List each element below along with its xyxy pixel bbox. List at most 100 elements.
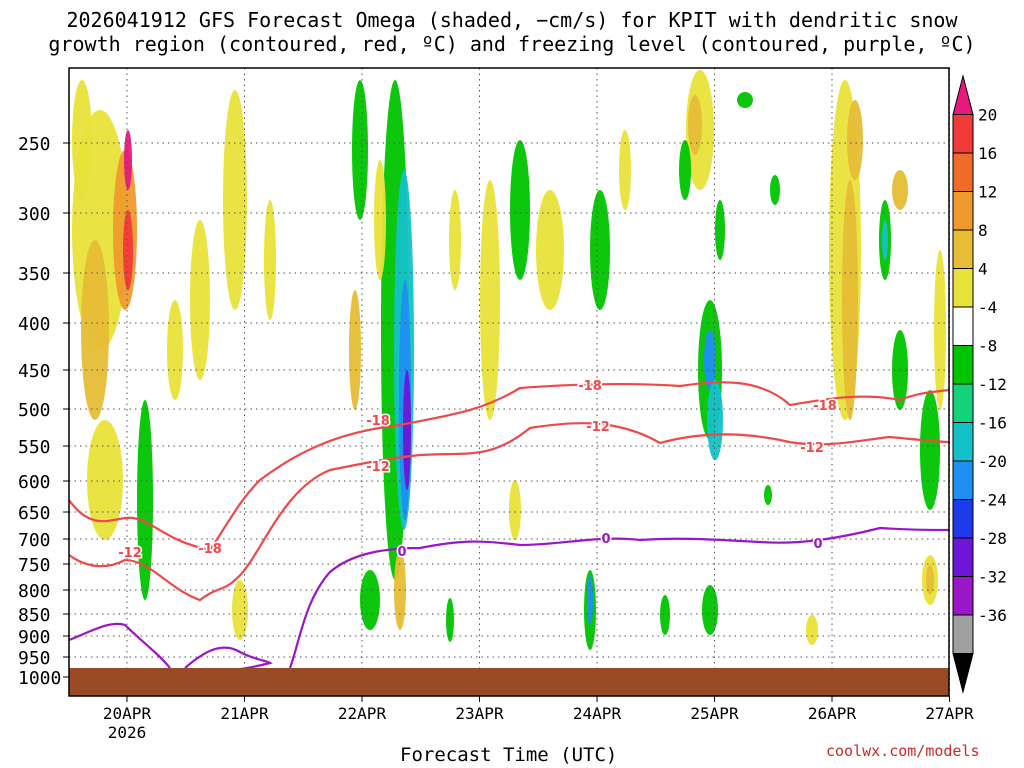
plot-frame: [68, 67, 950, 697]
red-contour-label: -12: [800, 441, 824, 456]
colorbar-swatch: [952, 345, 974, 385]
omega-shading-cell: [374, 160, 386, 280]
omega-shading-cell: [510, 140, 530, 280]
red-contour-label: -18: [366, 414, 390, 429]
colorbar-label: -20: [978, 452, 1007, 471]
omega-shading-cell: [360, 570, 380, 630]
omega-shading-cell: [882, 220, 888, 260]
colorbar-swatch: [952, 229, 974, 269]
omega-shading-cell: [509, 480, 521, 540]
omega-shading-cell: [715, 200, 725, 260]
colorbar-label: 16: [978, 144, 997, 163]
y-tick-label: 700: [18, 530, 51, 551]
omega-shading-cell: [124, 130, 132, 190]
y-tick-label: 350: [18, 264, 51, 285]
omega-shading-cell: [702, 585, 718, 635]
x-tick-label: 25APR: [690, 704, 739, 723]
omega-shading-cell: [764, 485, 772, 505]
colorbar-label: 4: [978, 260, 988, 279]
x-tick-label: 26APR: [808, 704, 857, 723]
colorbar-label: 12: [978, 183, 997, 202]
y-tick-label: 300: [18, 204, 51, 225]
omega-shading-cell: [449, 190, 461, 290]
colorbar-swatch: [952, 653, 974, 694]
x-tick-label: 21APR: [220, 704, 269, 723]
colorbar-label: -12: [978, 375, 1007, 394]
omega-shading-cell: [920, 390, 940, 510]
colorbar-label: -32: [978, 568, 1007, 587]
omega-shading-cell: [446, 598, 454, 642]
omega-shading-cell: [590, 190, 610, 310]
colorbar-label: 20: [978, 106, 997, 125]
y-tick-label: 950: [18, 648, 51, 669]
chart-title-line2: growth region (contoured, red, ºC) and f…: [48, 32, 976, 56]
ground-fill: [69, 668, 949, 696]
colorbar-swatch: [952, 152, 974, 192]
freezing-purple-contour: [69, 622, 171, 669]
omega-shading-cell: [264, 200, 276, 320]
y-tick-label: 650: [18, 503, 51, 524]
y-tick-label: 750: [18, 555, 51, 576]
colorbar-swatch: [952, 306, 974, 346]
red-contour-label: -12: [118, 546, 142, 561]
omega-shading-cell: [934, 250, 946, 410]
grid-lines: [69, 68, 950, 696]
y-tick-label: 850: [18, 605, 51, 626]
colorbar-swatch: [952, 383, 974, 423]
colorbar-swatch: [952, 191, 974, 231]
colorbar-swatch: [952, 576, 974, 616]
omega-shading-cell: [737, 92, 753, 108]
omega-shading-cell: [403, 370, 411, 490]
omega-shading-cell: [892, 170, 908, 210]
dgz-red-contour: [69, 422, 949, 602]
omega-shading-cell: [688, 95, 702, 155]
colorbar-label: -36: [978, 606, 1007, 625]
x-tick-label: 24APR: [573, 704, 622, 723]
omega-shading-cell: [223, 90, 247, 310]
omega-shading-cell: [352, 80, 368, 220]
omega-shading-cell: [81, 240, 109, 420]
omega-shading-cell: [770, 175, 780, 205]
y-tick-label: 1000: [18, 668, 61, 689]
y-tick-label: 400: [18, 314, 51, 335]
red-contour-label: -12: [586, 420, 610, 435]
omega-shading-cell: [660, 595, 670, 635]
omega-shading-cell: [190, 220, 210, 380]
omega-shading-cell: [137, 400, 153, 600]
red-contour-label: -18: [578, 379, 602, 394]
colorbar-swatch: [952, 268, 974, 308]
y-tick-label: 500: [18, 400, 51, 421]
colorbar-label: -8: [978, 337, 997, 356]
colorbar-swatch: [952, 499, 974, 539]
freezing-purple-contour: [184, 646, 273, 672]
x-tick-label: 20APR: [103, 704, 152, 723]
y-tick-label: 450: [18, 361, 51, 382]
omega-shading-cell: [679, 140, 691, 200]
omega-shading: [72, 70, 946, 650]
colorbar-swatch: [952, 422, 974, 462]
red-contour-label: -12: [366, 460, 390, 475]
omega-shading-cell: [704, 330, 716, 390]
colorbar-swatch: [952, 537, 974, 577]
purple-contour-label: 0: [813, 537, 822, 552]
colorbar-swatch: [952, 114, 974, 154]
colorbar-label: -28: [978, 529, 1007, 548]
purple-contour-label: 0: [397, 545, 406, 560]
colorbar-swatch: [952, 74, 974, 115]
omega-shading-cell: [536, 190, 564, 310]
omega-shading-cell: [587, 575, 593, 625]
x-tick-label: 22APR: [338, 704, 387, 723]
y-tick-label: 250: [18, 134, 51, 155]
omega-shading-cell: [72, 80, 92, 200]
y-tick-label: 600: [18, 472, 51, 493]
x-tick-label: 23APR: [455, 704, 504, 723]
omega-shading-cell: [167, 300, 183, 400]
omega-shading-cell: [87, 420, 123, 540]
x-axis: 20APR 21APR 22APR 23APR 24APR 25APR 26APR 27APR…: [103, 696, 974, 742]
colorbar: 20 16 12 8 4 -4 -8 -12 -16 -20 -24 -28 -32 -36: [952, 74, 1007, 694]
omega-shading-cell: [123, 210, 133, 290]
omega-shading-cell: [349, 290, 361, 410]
y-tick-label: 900: [18, 627, 51, 648]
contour-lines: -12 -18 -18 -12 -18 -12 -18 -12 0 0 0: [69, 378, 949, 672]
